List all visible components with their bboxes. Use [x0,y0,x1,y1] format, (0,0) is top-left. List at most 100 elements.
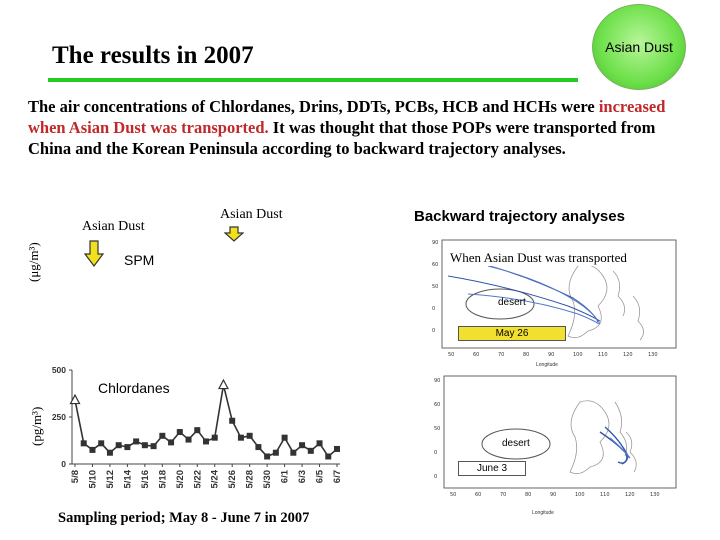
svg-text:130: 130 [650,492,660,498]
page-title: The results in 2007 [52,42,254,69]
x-tick-label: 5/18 [157,470,168,489]
map2-region-label: desert [502,438,530,449]
svg-text:100: 100 [575,492,585,498]
data-point [264,453,271,460]
svg-text:90: 90 [432,240,438,246]
svg-text:60: 60 [434,402,440,408]
data-point [98,440,105,447]
chart-title: Chlordanes [98,380,170,396]
summary-text-start: The air concentrations of Chlordanes, Dr… [28,97,599,116]
summary-paragraph: The air concentrations of Chlordanes, Dr… [28,96,688,159]
x-tick-label: 5/30 [262,470,273,489]
when-asian-dust-label: When Asian Dust was transported [450,250,627,266]
data-point [159,432,166,439]
data-point [176,429,183,436]
x-tick-label: 5/16 [140,470,151,489]
svg-text:80: 80 [523,352,529,358]
data-point [229,417,236,424]
data-point [124,444,131,451]
title-underline [48,78,578,82]
svg-text:90: 90 [548,352,554,358]
asian-dust-point [69,393,81,405]
x-tick-label: 5/8 [70,470,81,483]
svg-text:60: 60 [432,262,438,268]
chlordanes-series-line [74,384,338,458]
data-point [237,434,244,441]
svg-text:130: 130 [648,352,658,358]
data-point [281,434,288,441]
map1-axis-label: Longitude [536,362,558,368]
data-point [203,438,209,445]
x-tick-label: 5/26 [227,470,238,489]
svg-text:70: 70 [500,492,506,498]
svg-text:60: 60 [473,352,479,358]
data-point [255,444,262,451]
data-point [168,439,175,446]
svg-text:90: 90 [434,378,440,384]
data-point [246,432,253,439]
spm-label: SPM [124,252,155,268]
data-point [150,443,157,450]
x-tick-label: 6/5 [315,469,326,483]
svg-text:70: 70 [498,352,504,358]
data-point [325,453,332,460]
x-tick-label: 6/7 [332,470,343,483]
y-tick-label: 0 [61,459,66,469]
svg-text:0: 0 [432,328,435,334]
x-tick-label: 5/22 [192,470,203,489]
x-tick-label: 5/10 [87,470,98,489]
x-tick-label: 6/3 [297,470,308,483]
trajectory-map-june3: 90 60 50 0 0 50 60 70 80 90 100 110 120 130 [434,375,677,498]
svg-text:90: 90 [550,492,556,498]
svg-text:100: 100 [573,352,583,358]
y-tick-label: 500 [52,365,66,375]
y-tick-label: 250 [52,412,66,422]
svg-text:80: 80 [525,492,531,498]
x-tick-label: 6/1 [280,469,291,483]
asian-dust-badge: Asian Dust [592,4,686,90]
x-tick-label: 5/28 [245,470,256,489]
asian-dust-point [217,378,229,390]
svg-text:110: 110 [598,352,608,358]
data-point [106,449,113,456]
svg-text:110: 110 [600,492,610,498]
sampling-period: Sampling period; May 8 - June 7 in 2007 [58,510,310,526]
svg-text:50: 50 [434,426,440,432]
svg-text:50: 50 [450,492,456,498]
asian-dust-marker-right: Asian Dust [220,207,283,222]
data-point [194,427,201,434]
map1-region-label: desert [498,297,526,308]
svg-text:0: 0 [434,450,437,456]
x-tick-label: 5/24 [210,469,221,488]
summary-text-end: It was thought that those POPs were tran… [28,118,656,158]
data-point [334,445,340,452]
data-point [141,442,148,449]
map1-date-label: May 26 [458,326,566,341]
map2-date-label: June 3 [458,461,526,476]
data-point [185,436,192,443]
summary-highlight: increased when Asian Dust was transporte… [28,97,666,137]
x-tick-label: 5/12 [105,470,116,489]
map2-axis-label: Longitude [532,510,554,516]
asian-dust-badge-label: Asian Dust [605,39,673,55]
data-point [299,442,306,449]
svg-text:120: 120 [623,352,633,358]
svg-text:0: 0 [434,474,437,480]
trajectory-title: Backward trajectory analyses [414,208,625,225]
asian-dust-arrow-left-icon [84,240,104,267]
x-tick-label: 5/14 [122,469,133,488]
asian-dust-arrow-right-icon [224,226,244,242]
data-point [316,440,323,447]
data-point [80,440,87,447]
data-point [211,434,218,441]
svg-text:50: 50 [448,352,454,358]
data-point [307,447,314,454]
data-point [115,442,122,449]
svg-text:60: 60 [475,492,481,498]
x-tick-label: 5/20 [175,470,186,489]
data-point [89,446,96,453]
svg-text:120: 120 [625,492,635,498]
svg-text:0: 0 [432,306,435,312]
svg-text:50: 50 [432,284,438,290]
